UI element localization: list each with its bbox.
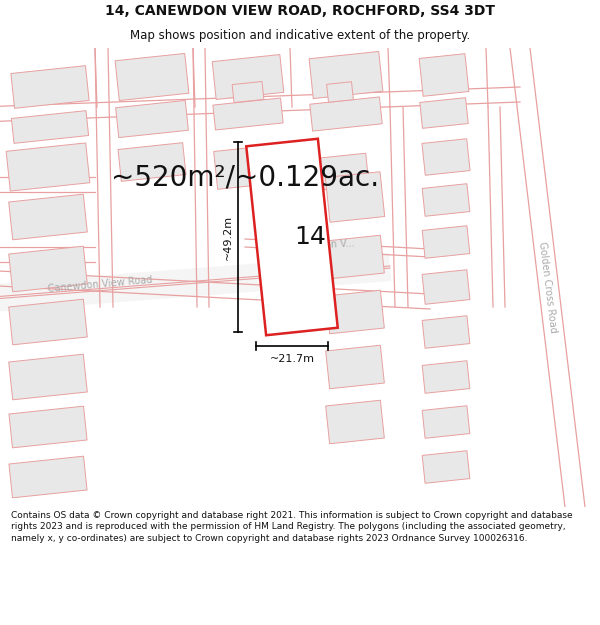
Bar bbox=[326, 290, 385, 334]
Bar bbox=[9, 456, 87, 498]
Bar bbox=[9, 194, 87, 240]
Bar bbox=[115, 54, 189, 101]
Text: Golden Cross Road: Golden Cross Road bbox=[538, 241, 559, 333]
Bar bbox=[116, 101, 188, 138]
Bar bbox=[326, 400, 385, 444]
Bar bbox=[326, 82, 353, 102]
Bar bbox=[326, 235, 385, 279]
Bar bbox=[422, 406, 470, 438]
Bar bbox=[212, 54, 284, 99]
Text: Map shows position and indicative extent of the property.: Map shows position and indicative extent… bbox=[130, 29, 470, 42]
Bar bbox=[422, 316, 470, 348]
Bar bbox=[9, 354, 87, 400]
Bar bbox=[422, 184, 470, 216]
Bar bbox=[422, 226, 470, 258]
Bar bbox=[311, 153, 369, 191]
Bar bbox=[214, 145, 283, 189]
Bar bbox=[9, 246, 87, 292]
Text: Canewdon V...: Canewdon V... bbox=[286, 238, 355, 252]
Bar bbox=[11, 111, 89, 143]
Bar bbox=[422, 361, 470, 393]
Text: 14: 14 bbox=[294, 225, 326, 249]
Bar bbox=[118, 142, 186, 181]
Bar bbox=[246, 139, 338, 335]
Text: Contains OS data © Crown copyright and database right 2021. This information is : Contains OS data © Crown copyright and d… bbox=[11, 511, 572, 543]
Text: ~520m²/~0.129ac.: ~520m²/~0.129ac. bbox=[111, 163, 379, 191]
Bar bbox=[422, 139, 470, 175]
Bar bbox=[9, 406, 87, 448]
Bar bbox=[9, 299, 87, 345]
Text: ~21.7m: ~21.7m bbox=[269, 354, 314, 364]
Text: ~49.2m: ~49.2m bbox=[223, 214, 233, 259]
Bar bbox=[213, 98, 283, 130]
Bar bbox=[325, 172, 385, 222]
Text: 14, CANEWDON VIEW ROAD, ROCHFORD, SS4 3DT: 14, CANEWDON VIEW ROAD, ROCHFORD, SS4 3D… bbox=[105, 4, 495, 18]
Polygon shape bbox=[0, 253, 391, 313]
Bar bbox=[6, 143, 90, 191]
Bar bbox=[422, 451, 470, 483]
Bar bbox=[420, 98, 468, 128]
Bar bbox=[310, 97, 382, 131]
Bar bbox=[326, 345, 385, 389]
Bar bbox=[232, 81, 264, 102]
Bar bbox=[422, 270, 470, 304]
Bar bbox=[309, 51, 383, 99]
Text: Canewdon View Road: Canewdon View Road bbox=[47, 274, 153, 294]
Bar bbox=[419, 54, 469, 96]
Bar bbox=[11, 66, 89, 108]
